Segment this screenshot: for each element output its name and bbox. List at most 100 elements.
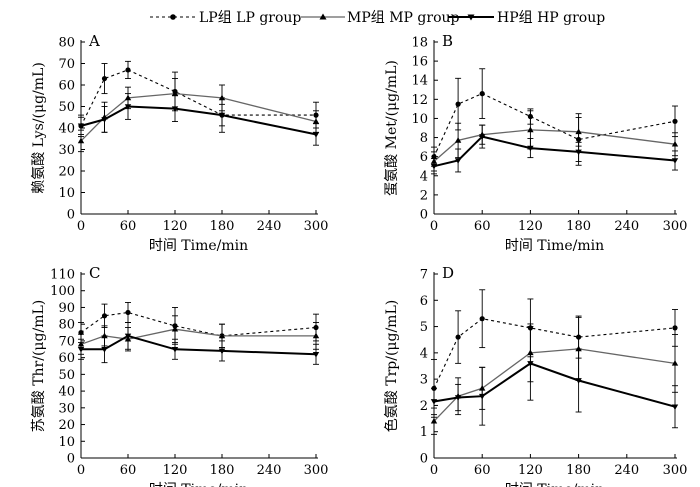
data-point-hp [312, 132, 320, 138]
y-tick-label: 20 [58, 165, 75, 180]
x-tick-label: 60 [474, 219, 491, 234]
data-point-lp [101, 75, 108, 82]
data-point-mp [218, 332, 226, 339]
data-point-mp [671, 360, 679, 366]
series-line-lp [80, 69, 316, 127]
data-point-lp [479, 91, 485, 97]
y-tick-label: 20 [58, 418, 75, 433]
data-point-lp [479, 316, 485, 322]
y-axis-title: 色氨酸 Trp/(μg/mL) [383, 300, 400, 432]
y-tick-label: 18 [411, 36, 428, 51]
series-line-hp [81, 334, 317, 356]
series-mp [430, 110, 679, 172]
y-tick-label: 30 [58, 401, 75, 416]
y-tick-label: 100 [50, 284, 75, 299]
x-axis-title: 时间 Time/min [149, 238, 248, 254]
series-mp [430, 316, 679, 435]
data-point-hp [77, 123, 85, 130]
series-line-lp [433, 318, 676, 389]
y-tick-label: 6 [420, 150, 428, 165]
data-point-hp [218, 112, 226, 119]
y-tick-label: 10 [411, 112, 428, 127]
data-point-mp [77, 137, 85, 144]
x-axis-title: 时间 Time/min [505, 238, 604, 254]
x-tick-label: 0 [430, 219, 438, 234]
y-tick-label: 6 [420, 294, 428, 309]
series-line-lp [433, 92, 676, 157]
x-tick-label: 60 [120, 219, 137, 234]
data-point-mp [575, 128, 582, 135]
x-tick-label: 300 [304, 219, 329, 234]
y-tick-label: 50 [58, 368, 75, 383]
x-tick-label: 120 [163, 463, 188, 478]
data-point-mp [101, 332, 108, 339]
y-axis-title: 蛋氨酸 Met/(μg/mL) [384, 60, 400, 196]
series-mp [77, 315, 320, 355]
data-point-mp [430, 417, 438, 424]
data-point-lp [101, 313, 108, 319]
series-line-mp [433, 129, 676, 162]
x-tick-label: 0 [430, 463, 438, 478]
x-tick-label: 240 [257, 463, 282, 478]
data-point-hp [312, 351, 320, 358]
panel-letter: B [442, 32, 453, 50]
series-line-hp [80, 105, 317, 136]
x-tick-label: 0 [77, 463, 85, 478]
data-point-mp [454, 137, 462, 143]
y-tick-label: 7 [420, 268, 428, 283]
data-point-hp [218, 348, 226, 355]
data-point-hp [575, 378, 582, 384]
data-point-lp [672, 118, 678, 124]
x-tick-label: 60 [474, 463, 491, 478]
x-tick-label: 180 [566, 463, 591, 478]
data-point-hp [671, 158, 679, 164]
y-tick-label: 10 [58, 186, 75, 201]
legend-label-mp: MP组 MP group [347, 10, 460, 26]
legend-label-lp: LP组 LP group [199, 10, 302, 26]
data-point-hp [575, 149, 582, 156]
y-tick-label: 8 [420, 131, 428, 146]
y-tick-label: 80 [58, 318, 75, 333]
data-point-mp [575, 345, 582, 352]
y-tick-label: 70 [58, 334, 75, 349]
legend-markers [150, 13, 494, 21]
data-point-hp [527, 145, 534, 152]
y-tick-label: 60 [58, 351, 75, 366]
data-point-lp [672, 325, 678, 331]
y-axis-title: 赖氨酸 Lys/(μg/mL) [31, 62, 47, 194]
data-point-hp [124, 333, 132, 340]
x-tick-label: 180 [566, 219, 591, 234]
x-tick-label: 300 [663, 219, 688, 234]
series-hp [430, 124, 679, 175]
y-tick-label: 2 [420, 188, 428, 203]
series-line-hp [433, 135, 676, 168]
panel-letter: D [442, 264, 454, 282]
data-point-hp [124, 104, 132, 110]
data-point-mp [171, 325, 179, 332]
y-tick-label: 4 [420, 346, 428, 361]
y-tick-label: 3 [420, 373, 428, 388]
data-point-lp [455, 334, 461, 340]
x-tick-label: 60 [120, 463, 137, 478]
x-tick-label: 120 [163, 219, 188, 234]
x-tick-label: 240 [614, 219, 639, 234]
y-tick-label: 30 [58, 143, 75, 158]
panel-letter: A [88, 32, 100, 50]
series-lp [78, 60, 319, 138]
data-point-hp [479, 393, 486, 400]
legend-label-hp: HP组 HP group [497, 10, 606, 26]
chart-panel-a: 0 10 20 30 40 50 60 70 80 0 60 120 180 240 300 时间 Time/… [31, 32, 328, 254]
data-point-mp [218, 94, 226, 101]
x-tick-label: 240 [257, 219, 282, 234]
data-point-lp [125, 67, 131, 73]
y-tick-label: 40 [58, 122, 75, 137]
y-tick-label: 60 [58, 79, 75, 94]
data-point-mp [171, 90, 179, 96]
y-axis-title: 苏氨酸 Thr/(μg/mL) [31, 300, 47, 433]
y-tick-label: 90 [58, 301, 75, 316]
panel-letter: C [89, 264, 100, 282]
y-tick-label: 12 [411, 93, 428, 108]
y-tick-label: 0 [420, 452, 428, 467]
